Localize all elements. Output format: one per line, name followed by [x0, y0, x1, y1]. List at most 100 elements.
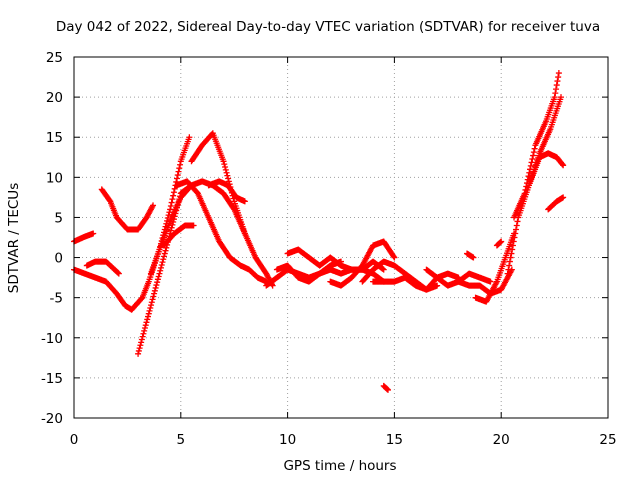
data-point — [167, 202, 174, 209]
data-point — [523, 183, 530, 190]
data-point — [141, 327, 148, 334]
data-point — [171, 185, 178, 192]
data-point — [507, 254, 514, 261]
data-point — [151, 290, 158, 297]
data-point — [384, 386, 391, 393]
data-point — [186, 134, 193, 141]
y-axis-label: SDTVAR / TECUs — [6, 183, 22, 293]
data-point — [390, 253, 397, 260]
data-point — [148, 302, 155, 309]
data-point — [221, 161, 228, 168]
y-tick-label: 20 — [46, 90, 63, 106]
data-point — [224, 172, 231, 179]
y-tick-label: 10 — [46, 170, 63, 186]
data-point — [144, 313, 151, 320]
y-tick-label: 0 — [54, 251, 63, 267]
data-point — [222, 164, 229, 171]
data-point — [552, 90, 559, 97]
data-point — [156, 270, 163, 277]
data-point — [510, 238, 517, 245]
data-point — [177, 161, 184, 168]
data-point — [135, 347, 142, 354]
data-point — [554, 78, 561, 85]
y-tick-label: 25 — [46, 50, 63, 66]
data-point — [558, 94, 565, 101]
x-axis-label: GPS time / hours — [283, 458, 396, 474]
data-point — [506, 262, 513, 269]
data-series-track-10 — [205, 178, 248, 205]
y-tick-label: -15 — [41, 371, 63, 387]
data-point — [553, 86, 560, 93]
data-point — [160, 256, 167, 263]
data-point — [159, 259, 166, 266]
x-tick-label: 0 — [70, 432, 79, 448]
y-tick-label: -10 — [41, 331, 63, 347]
data-point — [190, 222, 197, 229]
data-series-track-14 — [327, 238, 398, 289]
data-point — [560, 162, 567, 169]
data-point — [150, 202, 157, 209]
data-point — [142, 322, 149, 329]
data-point — [157, 267, 164, 274]
data-point — [560, 194, 567, 201]
data-point — [470, 254, 477, 261]
data-point — [521, 190, 528, 197]
axis-ticks — [73, 56, 609, 419]
data-point — [154, 276, 161, 283]
data-point — [143, 319, 150, 326]
data-point — [144, 316, 151, 323]
data-point — [380, 266, 387, 273]
data-point — [141, 325, 148, 332]
data-point — [167, 206, 174, 213]
data-point — [505, 266, 512, 273]
data-point — [149, 296, 156, 303]
data-point — [139, 333, 146, 340]
data-point — [174, 172, 181, 179]
data-point — [167, 227, 174, 234]
data-point — [487, 278, 494, 285]
data-point — [528, 159, 535, 166]
data-point — [498, 238, 505, 245]
data-series-track-9 — [173, 178, 270, 285]
data-point — [504, 270, 511, 277]
data-series-track-4 — [98, 186, 157, 233]
data-point — [553, 82, 560, 89]
x-tick-label: 15 — [386, 432, 403, 448]
data-point — [531, 145, 538, 152]
grid-lines — [74, 57, 608, 418]
data-point — [170, 189, 177, 196]
y-tick-label: 5 — [54, 210, 63, 226]
data-series-track-17 — [370, 270, 462, 293]
data-series-track-23 — [511, 70, 562, 221]
data-point — [136, 345, 143, 352]
data-point — [508, 250, 515, 257]
data-series-track-24 — [525, 150, 567, 189]
plot-frame — [73, 56, 609, 419]
data-point — [497, 239, 504, 246]
data-point — [551, 94, 558, 101]
data-point — [148, 299, 155, 306]
data-point — [225, 175, 232, 182]
data-point — [138, 339, 145, 346]
data-point — [509, 242, 516, 249]
data-point — [434, 282, 441, 289]
data-point — [161, 253, 168, 260]
data-points — [71, 70, 567, 393]
data-point — [161, 250, 168, 257]
data-point — [511, 234, 518, 241]
data-point — [506, 258, 513, 265]
data-point — [155, 273, 162, 280]
y-tick-label: -5 — [50, 291, 63, 307]
data-point — [527, 162, 534, 169]
data-point — [169, 196, 176, 203]
data-point — [135, 350, 142, 357]
data-point — [146, 307, 153, 314]
data-point — [509, 246, 516, 253]
data-point — [115, 269, 122, 276]
data-point — [559, 161, 566, 168]
data-series-track-22 — [504, 94, 565, 277]
chart-title: Day 042 of 2022, Sidereal Day-to-day VTE… — [56, 19, 600, 35]
x-tick-label: 5 — [177, 432, 186, 448]
data-point — [158, 262, 165, 269]
